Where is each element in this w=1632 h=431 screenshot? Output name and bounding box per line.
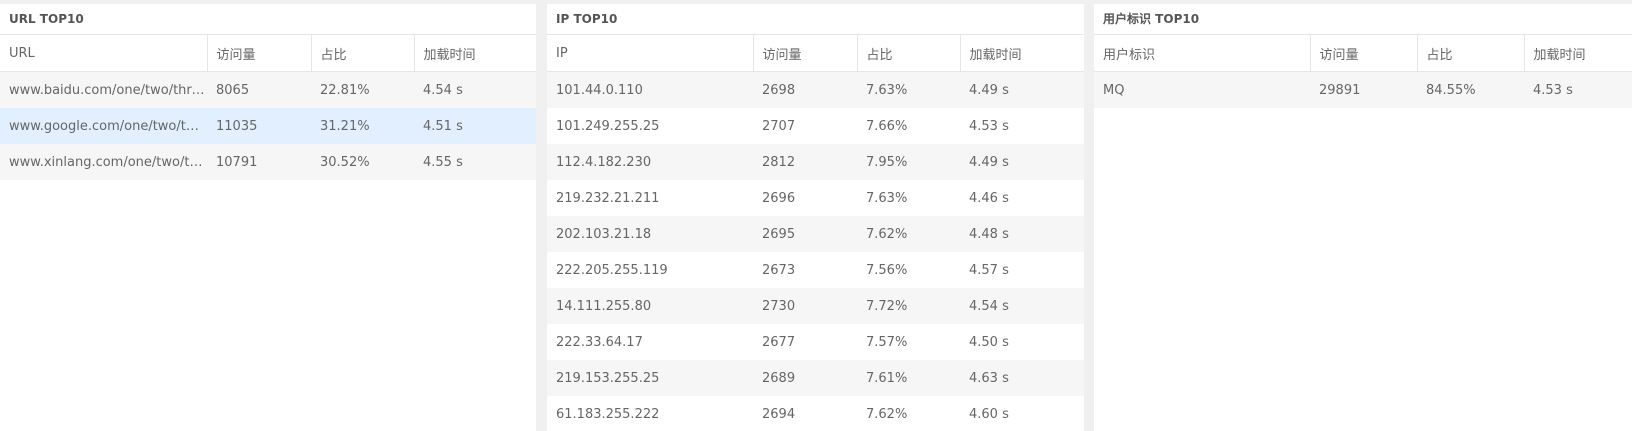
load-time-cell: 4.55 s — [414, 144, 536, 180]
ip-cell: 112.4.182.230 — [547, 144, 753, 180]
load-time-cell: 4.53 s — [1524, 71, 1632, 108]
load-time-cell: 4.51 s — [414, 108, 536, 144]
ratio-cell: 7.95% — [857, 144, 960, 180]
table-row[interactable]: 112.4.182.230 2812 7.95% 4.49 s — [547, 144, 1084, 180]
table-row[interactable]: 222.33.64.17 2677 7.57% 4.50 s — [547, 324, 1084, 360]
ip-cell: 202.103.21.18 — [547, 216, 753, 252]
load-time-cell: 4.49 s — [960, 144, 1084, 180]
ratio-cell: 7.62% — [857, 396, 960, 431]
load-time-cell: 4.54 s — [414, 71, 536, 108]
column-header-ip[interactable]: IP — [547, 35, 754, 72]
visits-cell: 2689 — [753, 360, 857, 396]
table-row[interactable]: 101.249.255.25 2707 7.66% 4.53 s — [547, 108, 1084, 144]
column-header-ratio[interactable]: 占比 — [857, 35, 961, 72]
ratio-cell: 7.66% — [857, 108, 960, 144]
panel-title: 用户标识 TOP10 — [1094, 4, 1632, 35]
ratio-cell: 84.55% — [1417, 71, 1524, 108]
load-time-cell: 4.48 s — [960, 216, 1084, 252]
visits-cell: 2677 — [753, 324, 857, 360]
url-cell: www.baidu.com/one/two/three/... — [0, 71, 207, 108]
visits-cell: 29891 — [1310, 71, 1417, 108]
user-id-table: 用户标识 访问量 占比 加载时间 MQ 29891 84.55% 4.53 s — [1094, 35, 1632, 108]
ip-cell: 14.111.255.80 — [547, 288, 753, 324]
ratio-cell: 31.21% — [311, 108, 414, 144]
table-row-selected[interactable]: www.google.com/one/two/three... 11035 31… — [0, 108, 536, 144]
table-row[interactable]: 61.183.255.222 2694 7.62% 4.60 s — [547, 396, 1084, 431]
visits-cell: 2812 — [753, 144, 857, 180]
ratio-cell: 7.72% — [857, 288, 960, 324]
panel-title: URL TOP10 — [0, 4, 536, 35]
column-header-load-time[interactable]: 加载时间 — [1524, 35, 1632, 72]
visits-cell: 8065 — [207, 71, 311, 108]
ip-cell: 61.183.255.222 — [547, 396, 753, 431]
table-header-row: 用户标识 访问量 占比 加载时间 — [1094, 35, 1632, 72]
table-row[interactable]: 14.111.255.80 2730 7.72% 4.54 s — [547, 288, 1084, 324]
ip-cell: 219.153.255.25 — [547, 360, 753, 396]
table-row[interactable]: 101.44.0.110 2698 7.63% 4.49 s — [547, 71, 1084, 108]
visits-cell: 2707 — [753, 108, 857, 144]
ratio-cell: 7.63% — [857, 180, 960, 216]
load-time-cell: 4.49 s — [960, 71, 1084, 108]
column-header-ratio[interactable]: 占比 — [1417, 35, 1525, 72]
table-header-row: URL 访问量 占比 加载时间 — [0, 35, 536, 72]
visits-cell: 10791 — [207, 144, 311, 180]
ip-cell: 101.44.0.110 — [547, 71, 753, 108]
ratio-cell: 30.52% — [311, 144, 414, 180]
ratio-cell: 7.62% — [857, 216, 960, 252]
ip-top10-panel: IP TOP10 IP 访问量 占比 加载时间 101.44.0.110 269… — [547, 4, 1084, 431]
user-id-cell: MQ — [1094, 71, 1310, 108]
url-table: URL 访问量 占比 加载时间 www.baidu.com/one/two/th… — [0, 35, 536, 180]
user-id-top10-panel: 用户标识 TOP10 用户标识 访问量 占比 加载时间 MQ 29891 84.… — [1094, 4, 1632, 431]
ratio-cell: 22.81% — [311, 71, 414, 108]
column-header-user-id[interactable]: 用户标识 — [1094, 35, 1311, 72]
table-row[interactable]: MQ 29891 84.55% 4.53 s — [1094, 71, 1632, 108]
url-cell: www.xinlang.com/one/two/three... — [0, 144, 207, 180]
visits-cell: 2696 — [753, 180, 857, 216]
ratio-cell: 7.57% — [857, 324, 960, 360]
url-top10-panel: URL TOP10 URL 访问量 占比 加载时间 www.baidu.com/… — [0, 4, 536, 431]
ratio-cell: 7.61% — [857, 360, 960, 396]
column-header-load-time[interactable]: 加载时间 — [414, 35, 536, 72]
column-header-ratio[interactable]: 占比 — [311, 35, 415, 72]
column-header-load-time[interactable]: 加载时间 — [960, 35, 1084, 72]
ip-cell: 222.205.255.119 — [547, 252, 753, 288]
ip-table: IP 访问量 占比 加载时间 101.44.0.110 2698 7.63% 4… — [547, 35, 1084, 431]
ip-cell: 219.232.21.211 — [547, 180, 753, 216]
ip-cell: 222.33.64.17 — [547, 324, 753, 360]
visits-cell: 2694 — [753, 396, 857, 431]
column-header-visits[interactable]: 访问量 — [1310, 35, 1418, 72]
column-header-visits[interactable]: 访问量 — [753, 35, 858, 72]
table-row[interactable]: www.baidu.com/one/two/three/... 8065 22.… — [0, 71, 536, 108]
table-header-row: IP 访问量 占比 加载时间 — [547, 35, 1084, 72]
visits-cell: 2695 — [753, 216, 857, 252]
load-time-cell: 4.63 s — [960, 360, 1084, 396]
column-header-url[interactable]: URL — [0, 35, 208, 72]
ip-cell: 101.249.255.25 — [547, 108, 753, 144]
table-row[interactable]: www.xinlang.com/one/two/three... 10791 3… — [0, 144, 536, 180]
visits-cell: 11035 — [207, 108, 311, 144]
panel-title: IP TOP10 — [547, 4, 1084, 35]
column-header-visits[interactable]: 访问量 — [207, 35, 312, 72]
load-time-cell: 4.50 s — [960, 324, 1084, 360]
ratio-cell: 7.56% — [857, 252, 960, 288]
url-cell: www.google.com/one/two/three... — [0, 108, 207, 144]
load-time-cell: 4.53 s — [960, 108, 1084, 144]
ratio-cell: 7.63% — [857, 71, 960, 108]
visits-cell: 2730 — [753, 288, 857, 324]
table-row[interactable]: 219.232.21.211 2696 7.63% 4.46 s — [547, 180, 1084, 216]
visits-cell: 2673 — [753, 252, 857, 288]
load-time-cell: 4.57 s — [960, 252, 1084, 288]
load-time-cell: 4.54 s — [960, 288, 1084, 324]
load-time-cell: 4.60 s — [960, 396, 1084, 431]
visits-cell: 2698 — [753, 71, 857, 108]
table-row[interactable]: 219.153.255.25 2689 7.61% 4.63 s — [547, 360, 1084, 396]
load-time-cell: 4.46 s — [960, 180, 1084, 216]
table-row[interactable]: 202.103.21.18 2695 7.62% 4.48 s — [547, 216, 1084, 252]
table-row[interactable]: 222.205.255.119 2673 7.56% 4.57 s — [547, 252, 1084, 288]
